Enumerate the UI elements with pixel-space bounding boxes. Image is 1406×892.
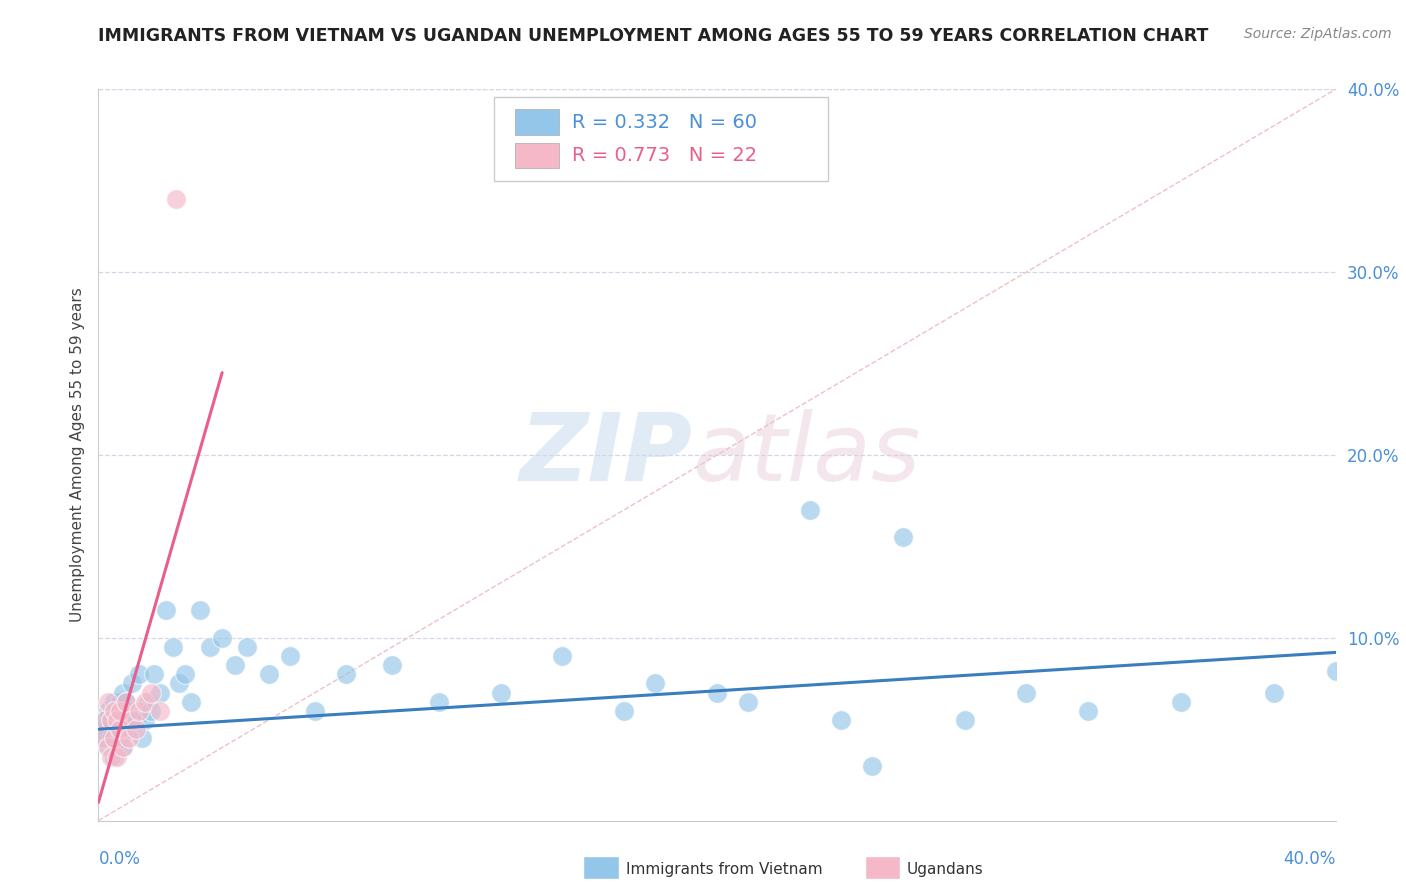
Point — [278, 649, 301, 664]
Point — [1324, 664, 1347, 678]
Point — [953, 713, 976, 727]
Point — [124, 723, 146, 737]
Point — [613, 704, 636, 718]
Text: R = 0.332   N = 60: R = 0.332 N = 60 — [572, 112, 758, 132]
Point — [304, 704, 326, 718]
Point — [103, 749, 125, 764]
Point — [489, 685, 512, 699]
Point — [257, 667, 280, 681]
Point — [165, 192, 187, 206]
Point — [155, 603, 177, 617]
Point — [335, 667, 357, 681]
Point — [381, 658, 404, 673]
Point — [115, 713, 138, 727]
Point — [224, 658, 246, 673]
Point — [105, 723, 128, 737]
Point — [121, 676, 143, 690]
Y-axis label: Unemployment Among Ages 55 to 59 years: Unemployment Among Ages 55 to 59 years — [69, 287, 84, 623]
Text: Source: ZipAtlas.com: Source: ZipAtlas.com — [1244, 27, 1392, 41]
Point — [103, 704, 125, 718]
Point — [97, 740, 120, 755]
Point — [103, 695, 125, 709]
Point — [128, 667, 150, 681]
Text: 40.0%: 40.0% — [1284, 850, 1336, 868]
Point — [115, 695, 138, 709]
Point — [115, 695, 138, 709]
Point — [551, 649, 574, 664]
Point — [108, 723, 131, 737]
Point — [211, 631, 233, 645]
Point — [103, 731, 125, 746]
Point — [706, 685, 728, 699]
Point — [174, 667, 197, 681]
Point — [737, 695, 759, 709]
Point — [118, 731, 141, 746]
Point — [1170, 695, 1192, 709]
Point — [180, 695, 202, 709]
Point — [131, 731, 153, 746]
FancyBboxPatch shape — [516, 109, 558, 135]
Point — [198, 640, 221, 654]
Point — [1077, 704, 1099, 718]
Text: 0.0%: 0.0% — [98, 850, 141, 868]
Point — [112, 685, 135, 699]
Point — [143, 667, 166, 681]
Point — [97, 695, 120, 709]
Point — [162, 640, 184, 654]
Point — [97, 704, 120, 718]
Point — [105, 749, 128, 764]
Point — [105, 704, 128, 718]
Point — [799, 502, 821, 516]
Point — [236, 640, 259, 654]
Point — [1015, 685, 1038, 699]
Point — [93, 731, 115, 746]
Point — [134, 713, 156, 727]
Point — [90, 723, 112, 737]
FancyBboxPatch shape — [495, 96, 828, 180]
Point — [112, 740, 135, 755]
Point — [108, 695, 131, 709]
FancyBboxPatch shape — [516, 143, 558, 169]
Point — [93, 713, 115, 727]
Point — [427, 695, 450, 709]
Point — [112, 740, 135, 755]
Text: atlas: atlas — [692, 409, 921, 500]
Point — [830, 713, 852, 727]
Point — [860, 758, 883, 772]
Point — [118, 723, 141, 737]
Point — [167, 676, 190, 690]
Text: R = 0.773   N = 22: R = 0.773 N = 22 — [572, 146, 758, 165]
Point — [1263, 685, 1285, 699]
Point — [108, 731, 131, 746]
Point — [118, 704, 141, 718]
Point — [100, 731, 122, 746]
Point — [100, 713, 122, 727]
Point — [136, 695, 159, 709]
Text: Immigrants from Vietnam: Immigrants from Vietnam — [626, 863, 823, 877]
Point — [97, 740, 120, 755]
Point — [134, 695, 156, 709]
Text: IMMIGRANTS FROM VIETNAM VS UGANDAN UNEMPLOYMENT AMONG AGES 55 TO 59 YEARS CORREL: IMMIGRANTS FROM VIETNAM VS UGANDAN UNEMP… — [98, 27, 1209, 45]
Point — [100, 749, 122, 764]
Point — [121, 713, 143, 727]
Point — [139, 685, 162, 699]
Text: Ugandans: Ugandans — [907, 863, 984, 877]
Point — [190, 603, 212, 617]
Text: ZIP: ZIP — [519, 409, 692, 501]
Point — [128, 704, 150, 718]
Point — [149, 685, 172, 699]
Point — [105, 713, 128, 727]
Point — [149, 704, 172, 718]
Point — [93, 713, 115, 727]
Point — [139, 704, 162, 718]
Point — [108, 704, 131, 718]
Point — [891, 530, 914, 544]
Point — [124, 713, 146, 727]
Point — [644, 676, 666, 690]
Point — [100, 713, 122, 727]
Point — [90, 731, 112, 746]
